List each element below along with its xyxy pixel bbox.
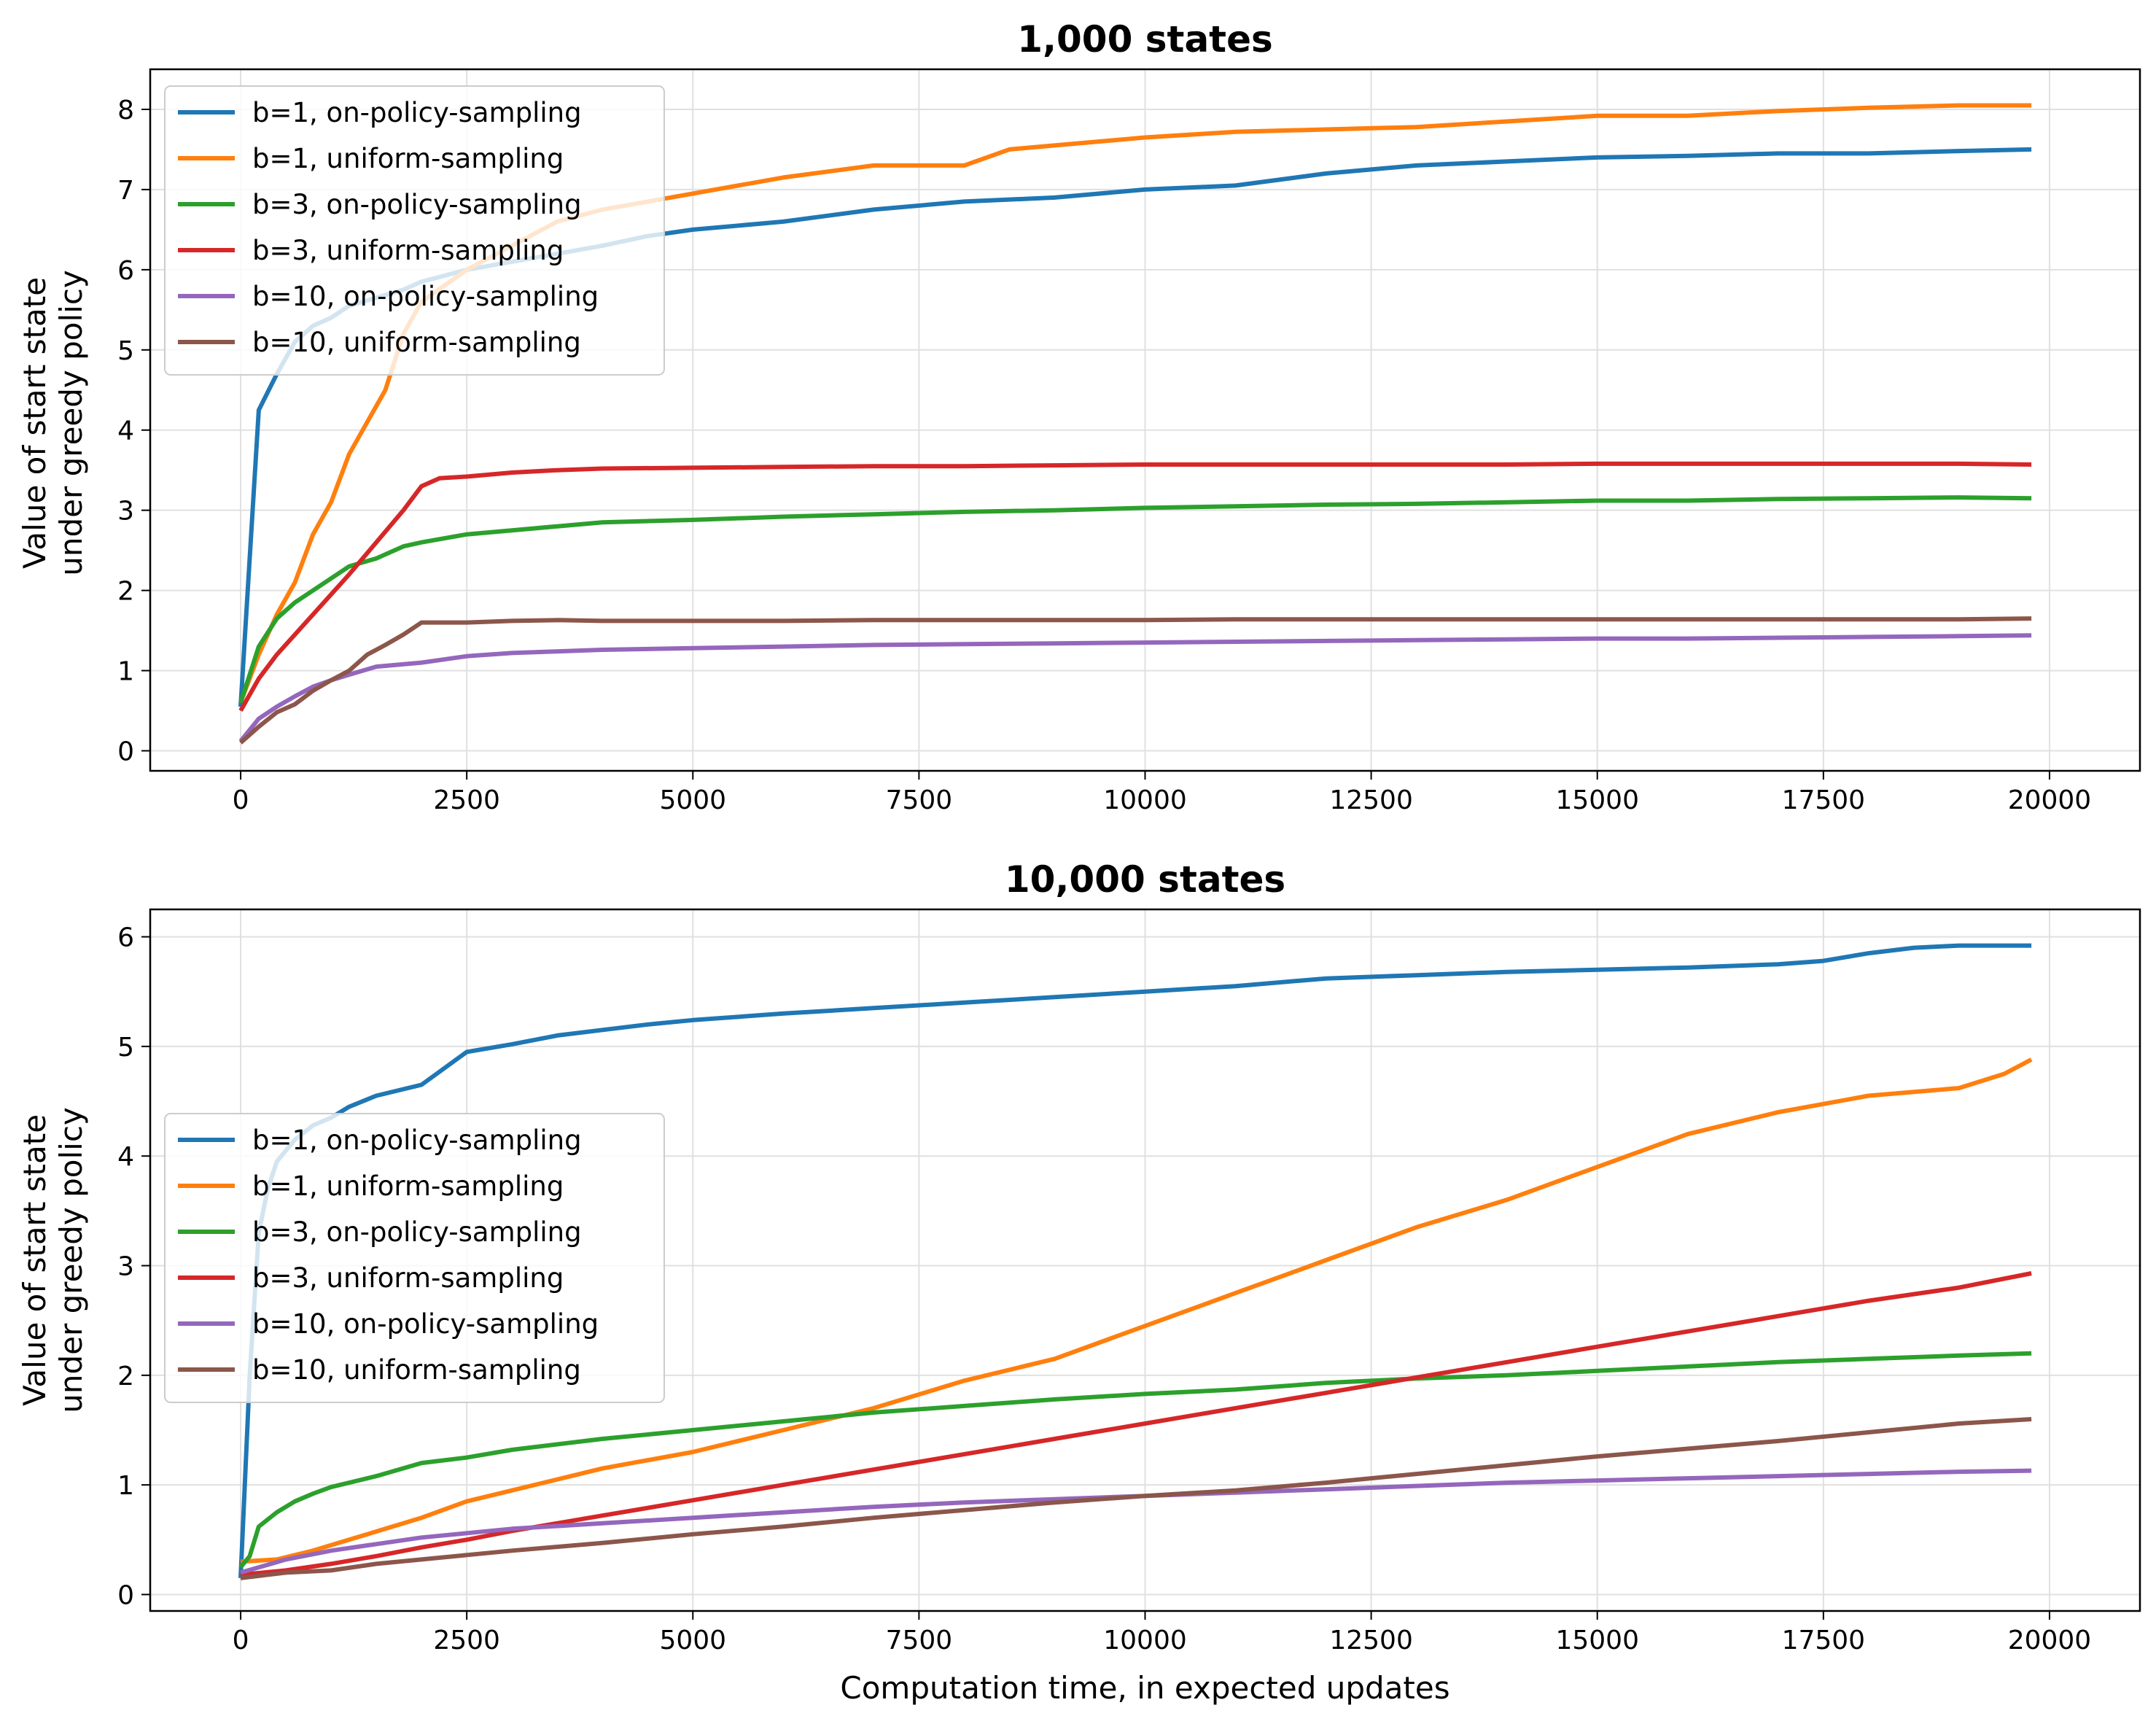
x-tick-label: 0	[233, 785, 249, 815]
legend-box	[164, 85, 665, 376]
x-tick-label: 5000	[659, 785, 726, 815]
legend-label-2: b=1, uniform-sampling	[252, 143, 564, 174]
x-tick-label: 20000	[2008, 785, 2092, 815]
y-axis-label-line1: Value of start state	[17, 277, 52, 569]
y-tick-label: 8	[117, 96, 134, 125]
y-tick-label: 3	[117, 1252, 134, 1282]
chart-title: 1,000 states	[1017, 18, 1273, 61]
legend: b=1, on-policy-sampling b=1, uniform-samp…	[164, 1113, 665, 1403]
series-line-3	[238, 1351, 2032, 1569]
chart-panel-2: 10,000 states 0 2500 5000 7500 10000 12500 1500…	[117, 858, 2141, 1706]
series-line-2	[238, 103, 2032, 704]
series-line-5	[240, 1468, 2032, 1575]
x-tick-label: 15000	[1555, 785, 1639, 815]
x-tick-label: 7500	[886, 785, 953, 815]
legend-label-4: b=3, uniform-sampling	[252, 1262, 564, 1294]
x-tick-label: 7500	[886, 1626, 953, 1655]
legend-label-3: b=3, on-policy-sampling	[252, 189, 582, 220]
x-tick-label: 12500	[1329, 1626, 1413, 1655]
series-line-4	[240, 1271, 2032, 1577]
y-axis-label-line2: under greedy policy	[53, 270, 89, 576]
legend-label-5: b=10, on-policy-sampling	[252, 1308, 599, 1340]
x-tick-label: 0	[233, 1626, 249, 1655]
y-tick-label: 4	[117, 1142, 134, 1172]
series-line-6	[240, 1417, 2032, 1580]
y-axis-label-line2-bottom: under greedy policy	[53, 1107, 89, 1413]
y-tick-label: 4	[117, 416, 134, 446]
x-tick-label: 12500	[1329, 785, 1413, 815]
y-tick-label: 5	[117, 336, 134, 366]
x-tick-label: 2500	[433, 785, 500, 815]
y-tick-label: 0	[117, 737, 134, 767]
legend-label-6: b=10, uniform-sampling	[252, 327, 581, 358]
x-tick-label: 2500	[433, 1626, 500, 1655]
plot-frame	[149, 68, 2141, 772]
y-tick-label: 3	[117, 497, 134, 527]
y-tick-label: 1	[117, 657, 134, 687]
series-line-4	[238, 461, 2032, 712]
legend-label-2: b=1, uniform-sampling	[252, 1170, 564, 1202]
x-tick-label: 10000	[1103, 1626, 1187, 1655]
x-tick-label: 20000	[2008, 1626, 2092, 1655]
legend-label-4: b=3, uniform-sampling	[252, 235, 564, 266]
plot-frame	[149, 908, 2141, 1612]
legend-label-3: b=3, on-policy-sampling	[252, 1216, 582, 1248]
series-line-2	[240, 1057, 2033, 1564]
series-line-3	[238, 495, 2032, 704]
legend-label-1: b=1, on-policy-sampling	[252, 97, 582, 128]
legend: b=1, on-policy-sampling b=1, uniform-samp…	[164, 85, 665, 376]
x-tick-label: 15000	[1555, 1626, 1639, 1655]
chart-panel-1: 1,000 states 0 2500 5000 7500 10000 12500 15000…	[117, 18, 2141, 815]
y-tick-label: 2	[117, 577, 134, 607]
legend-label-5: b=10, on-policy-sampling	[252, 281, 599, 312]
legend-label-6: b=10, uniform-sampling	[252, 1354, 581, 1386]
x-tick-label: 10000	[1103, 785, 1187, 815]
y-tick-label: 7	[117, 176, 134, 206]
y-tick-label: 6	[117, 256, 134, 286]
y-tick-label: 6	[117, 923, 134, 953]
legend-label-1: b=1, on-policy-sampling	[252, 1125, 582, 1156]
x-axis-label: Computation time, in expected updates	[840, 1670, 1449, 1706]
series-line-5	[238, 633, 2032, 743]
y-tick-label: 5	[117, 1033, 134, 1063]
y-axis-label-line1-bottom: Value of start state	[17, 1114, 52, 1406]
y-tick-label: 0	[117, 1580, 134, 1610]
x-tick-label: 17500	[1782, 785, 1866, 815]
x-tick-label: 5000	[659, 1626, 726, 1655]
legend-box	[164, 1113, 665, 1403]
series-line-6	[239, 616, 2032, 745]
x-tick-label: 17500	[1782, 1626, 1866, 1655]
chart-title: 10,000 states	[1005, 858, 1285, 901]
y-tick-label: 2	[117, 1362, 134, 1391]
y-tick-label: 1	[117, 1471, 134, 1501]
